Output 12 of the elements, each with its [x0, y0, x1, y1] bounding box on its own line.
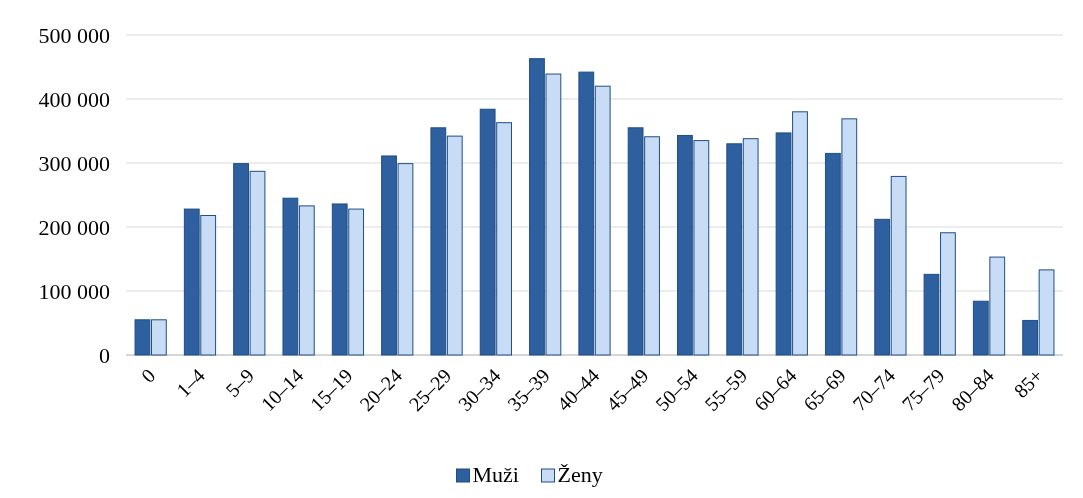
y-tick-label: 0 [99, 342, 110, 368]
legend-label: Muži [472, 462, 519, 487]
y-tick-label: 200 000 [38, 214, 110, 240]
legend-label: Ženy [557, 462, 603, 487]
x-tick-label: 0 [136, 364, 160, 387]
y-tick-label: 400 000 [38, 86, 110, 112]
y-tick-label: 300 000 [38, 150, 110, 176]
x-tick-label: 5–9 [221, 364, 259, 402]
y-tick-label: 500 000 [38, 22, 110, 48]
x-tick-label: 85+ [1009, 364, 1048, 402]
x-tick-label: 1–4 [172, 364, 209, 402]
y-tick-label: 100 000 [38, 278, 110, 304]
